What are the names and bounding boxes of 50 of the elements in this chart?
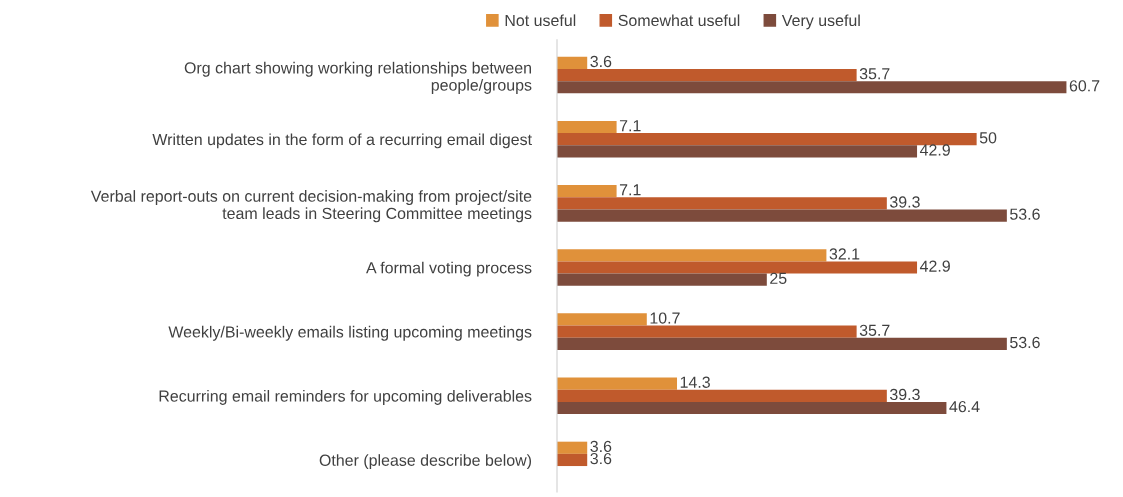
bar <box>557 441 588 454</box>
data-label: 42.9 <box>919 144 950 156</box>
data-label: 3.6 <box>590 55 612 68</box>
data-label: 46.4 <box>949 400 980 413</box>
bar <box>557 249 827 262</box>
data-label: 39.3 <box>889 196 920 208</box>
bar <box>557 453 588 467</box>
bar <box>557 313 647 326</box>
bar <box>557 68 857 82</box>
data-label: 53.6 <box>1010 336 1040 349</box>
data-label: 14.3 <box>680 376 710 388</box>
y-tick-label: A formal voting process <box>366 261 532 277</box>
data-label: 53.6 <box>1010 208 1040 220</box>
bar <box>557 185 617 198</box>
data-label: 25 <box>770 272 787 284</box>
y-tick-label: Written updates in the form of a recurring email digest <box>152 133 532 149</box>
legend-label: Very useful <box>781 14 860 30</box>
data-label: 3.6 <box>590 452 612 465</box>
bar <box>557 401 947 415</box>
data-label: 3.6 <box>590 440 612 453</box>
bar <box>557 261 918 274</box>
legend-label: Somewhat useful <box>618 14 740 27</box>
bar <box>557 120 617 134</box>
bar <box>557 325 857 338</box>
bar <box>557 145 918 158</box>
y-tick-label: Weekly/Bi-weekly emails listing upcoming meetings <box>168 325 532 341</box>
bar <box>557 56 588 69</box>
y-tick-label: Other (please describe below) <box>319 454 532 470</box>
bar <box>557 197 887 210</box>
bar <box>557 389 887 402</box>
y-tick-label: Recurring email reminders for upcoming deliverables <box>159 390 532 405</box>
bar <box>557 273 767 286</box>
data-label: 60.7 <box>1069 80 1100 92</box>
bar <box>557 377 678 390</box>
bar <box>557 81 1067 94</box>
data-label: 35.7 <box>859 324 890 336</box>
data-label: 39.3 <box>889 388 920 401</box>
data-label: 10.7 <box>650 312 680 324</box>
y-tick-label: Org chart showing working relationships between people/groups <box>184 61 532 94</box>
data-label: 32.1 <box>829 248 860 260</box>
data-label: 7.1 <box>619 120 641 132</box>
data-label: 7.1 <box>619 184 641 196</box>
bar <box>557 133 977 146</box>
data-label: 35.7 <box>859 68 890 80</box>
data-label: 50 <box>979 132 997 144</box>
bar <box>557 209 1007 222</box>
data-label: 42.9 <box>919 260 950 272</box>
bar <box>557 337 1007 350</box>
legend-label: Not useful <box>505 14 576 27</box>
y-tick-label: Verbal report-outs on current decision-making from project/site team leads in Steering Committee meetings <box>90 190 532 223</box>
